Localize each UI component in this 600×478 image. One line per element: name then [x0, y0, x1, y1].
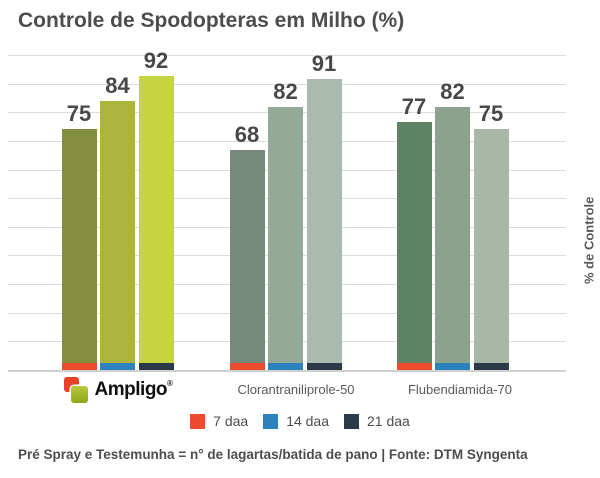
bar-base-strip — [396, 363, 432, 371]
legend-item: 14 daa — [263, 413, 329, 429]
y-axis-label: % de Controle — [581, 196, 597, 284]
bar-value-label: 75 — [478, 100, 504, 126]
bar — [435, 106, 470, 371]
category-label-clorantraniliprole: Clorantraniliprole-50 — [237, 382, 355, 397]
bar-base-strip — [100, 363, 135, 371]
legend-label: 21 daa — [367, 413, 410, 429]
registered-mark: ® — [167, 379, 173, 388]
bar — [138, 75, 174, 371]
bar-base-strip — [268, 363, 303, 371]
ampligo-logo-green-square — [70, 386, 88, 403]
gridline — [8, 83, 566, 85]
bar-value-label: 75 — [66, 100, 92, 126]
bar-base-strip — [138, 363, 174, 371]
bar-base-strip — [61, 363, 97, 371]
bar-value-label: 84 — [105, 72, 130, 98]
legend-swatch — [344, 413, 360, 429]
bar — [396, 122, 432, 371]
bar-base-strip — [229, 363, 265, 371]
bar — [61, 128, 97, 371]
bar-base-strip — [306, 363, 342, 371]
bar-value-label: 82 — [440, 78, 465, 104]
ampligo-logo-text: Ampligo® — [94, 379, 173, 400]
bar — [268, 106, 303, 371]
bar — [229, 150, 265, 371]
gridline — [8, 55, 566, 56]
legend-item: 21 daa — [344, 413, 410, 429]
legend-label: 7 daa — [213, 413, 249, 429]
bar — [473, 128, 509, 371]
bar-value-label: 91 — [311, 50, 337, 76]
category-label-flubendiamida: Flubendiamida-70 — [407, 382, 513, 397]
bar-base-strip — [473, 363, 509, 371]
source-footnote: Pré Spray e Testemunha = n° de lagartas/… — [18, 447, 528, 462]
category-label-ampligo: Ampligo® — [62, 374, 174, 406]
legend-label: 14 daa — [286, 413, 330, 429]
bar-value-label: 68 — [234, 122, 260, 148]
legend-swatch — [263, 413, 279, 429]
chart-legend: 7 daa 14 daa 21 daa — [0, 412, 600, 430]
bar-value-label: 77 — [401, 94, 427, 120]
x-axis-line — [8, 370, 566, 372]
bar-value-label: 92 — [143, 47, 169, 73]
bar — [306, 78, 342, 371]
legend-swatch — [190, 413, 206, 429]
ampligo-logo-icon — [63, 376, 90, 404]
bar-value-label: 82 — [273, 78, 298, 104]
bar — [100, 100, 135, 371]
chart-title: Controle de Spodopteras em Milho (%) — [18, 9, 405, 32]
plot-area: 75 68 77 84 82 82 92 91 75 — [8, 49, 566, 371]
legend-item: 7 daa — [190, 413, 248, 429]
bar-base-strip — [435, 363, 470, 371]
